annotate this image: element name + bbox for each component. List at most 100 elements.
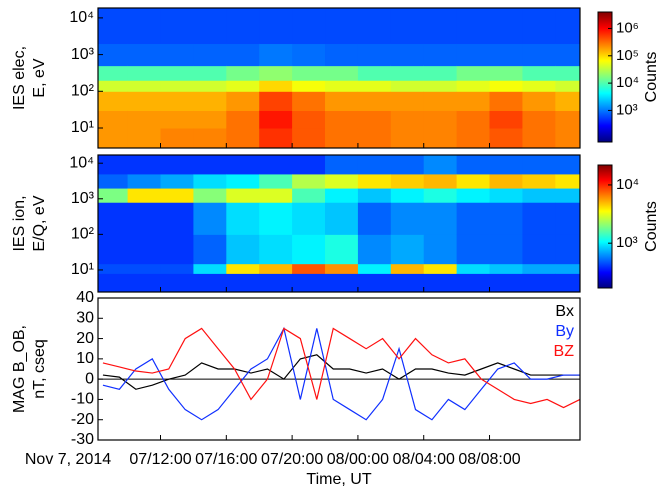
y-axis-label: IES elec, <box>11 46 28 110</box>
heatmap-cell <box>325 80 359 92</box>
heatmap-cell <box>160 234 194 265</box>
y-tick-label: 10¹ <box>71 261 94 278</box>
heatmap-cell <box>160 173 194 189</box>
heatmap-cell <box>226 263 260 274</box>
heatmap-cell <box>193 91 227 111</box>
y-axis-label: IES ion, <box>11 195 28 251</box>
heatmap-cell <box>259 202 293 235</box>
heatmap-cell <box>456 91 491 111</box>
heatmap-cell <box>423 155 458 175</box>
heatmap-cell <box>292 188 326 203</box>
heatmap-cell <box>489 8 523 45</box>
heatmap-cell <box>456 127 491 149</box>
heatmap-cell <box>325 127 359 149</box>
y-tick-label: 10¹ <box>71 119 94 136</box>
y-tick-label: 10³ <box>71 190 95 207</box>
heatmap-cell <box>555 91 581 111</box>
heatmap-cell <box>226 202 260 235</box>
heatmap-cell <box>160 65 194 81</box>
heatmap-cell <box>489 80 523 92</box>
heatmap-cell <box>357 173 392 189</box>
heatmap-cell <box>390 8 425 45</box>
heatmap-cell <box>423 91 458 111</box>
heatmap-cell <box>522 65 556 81</box>
heatmap-cell <box>127 188 162 203</box>
heatmap-cell <box>423 127 458 149</box>
heatmap-cell <box>160 43 194 67</box>
heatmap-cell <box>127 202 162 235</box>
heatmap-cell <box>292 127 326 149</box>
heatmap-cell <box>423 273 458 293</box>
heatmap-cell <box>325 155 359 175</box>
heatmap-cell <box>193 202 227 235</box>
y-axis-label: E, eV <box>31 58 48 97</box>
heatmap-cell <box>456 110 491 129</box>
heatmap-cell <box>522 91 556 111</box>
heatmap-cell <box>292 202 326 235</box>
heatmap-cell <box>456 173 491 189</box>
heatmap-cell <box>357 202 392 235</box>
heatmap-cell <box>456 43 491 67</box>
heatmap-cell <box>193 80 227 92</box>
x-axis-label: Time, UT <box>306 471 371 488</box>
heatmap-cell <box>98 65 129 81</box>
heatmap-cell <box>127 8 162 45</box>
heatmap-cell <box>325 273 359 293</box>
y-tick-label: 10⁴ <box>69 154 94 171</box>
heatmap-cell <box>489 155 523 175</box>
heatmap-cell <box>489 273 523 293</box>
heatmap-cell <box>489 110 523 129</box>
legend-entry: By <box>555 323 574 340</box>
heatmap-cell <box>98 91 129 111</box>
heatmap-cell <box>127 173 162 189</box>
heatmap-cell <box>160 91 194 111</box>
heatmap-cell <box>522 202 556 235</box>
heatmap-cell <box>160 8 194 45</box>
heatmap-cell <box>423 110 458 129</box>
heatmap-cell <box>226 127 260 149</box>
heatmap-cell <box>259 173 293 189</box>
heatmap-cell <box>292 273 326 293</box>
heatmap-cell <box>522 8 556 45</box>
heatmap-cell <box>160 202 194 235</box>
series-line <box>102 327 581 409</box>
colorbar-label: Counts <box>643 52 660 103</box>
heatmap-cell <box>226 234 260 265</box>
y-tick-label: 10² <box>71 226 95 243</box>
heatmap-cell <box>325 173 359 189</box>
heatmap-cell <box>555 110 581 129</box>
heatmap-cell <box>325 202 359 235</box>
heatmap-cell <box>390 155 425 175</box>
heatmap-cell <box>160 80 194 92</box>
legend-entry: Bx <box>555 303 574 320</box>
heatmap-cell <box>390 80 425 92</box>
heatmap-cell <box>98 127 129 149</box>
y-axis-label: nT, cseq <box>31 339 48 399</box>
heatmap-cell <box>127 263 162 274</box>
heatmap-cell <box>160 155 194 175</box>
heatmap-cell <box>127 80 162 92</box>
heatmap-cell <box>226 155 260 175</box>
heatmap-cell <box>357 273 392 293</box>
heatmap-cell <box>555 155 581 175</box>
colorbar <box>597 11 613 143</box>
heatmap-cell <box>127 273 162 293</box>
heatmap-cell <box>98 155 129 175</box>
heatmap-cell <box>522 188 556 203</box>
heatmap-cell <box>226 8 260 45</box>
heatmap-cell <box>98 234 129 265</box>
heatmap-cell <box>193 8 227 45</box>
y-tick-label: 10² <box>71 83 95 100</box>
heatmap-cell <box>98 43 129 67</box>
y-tick-label: 30 <box>76 310 94 327</box>
heatmap-cell <box>259 155 293 175</box>
heatmap-cell <box>259 273 293 293</box>
heatmap-cell <box>456 263 491 274</box>
heatmap-cell <box>489 127 523 149</box>
heatmap-cell <box>522 80 556 92</box>
heatmap-cell <box>98 8 129 45</box>
heatmap-cell <box>555 234 581 265</box>
colorbar-tick-label: 10⁶ <box>616 19 639 36</box>
heatmap-cell <box>390 173 425 189</box>
heatmap-cell <box>357 188 392 203</box>
